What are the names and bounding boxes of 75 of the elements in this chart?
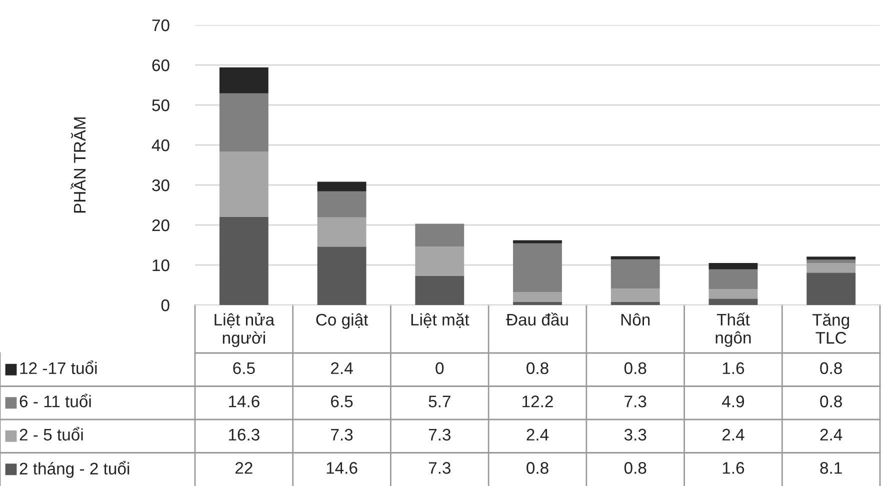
data-label: 8.1	[820, 462, 842, 474]
bar	[415, 246, 464, 276]
bar	[708, 298, 758, 305]
bar	[806, 260, 856, 263]
bar	[806, 256, 856, 260]
y-tick-label: 30	[152, 179, 170, 192]
data-label: 4.9	[722, 396, 744, 408]
legend-label: 2 tháng - 2 tuổi	[20, 460, 130, 478]
bar	[806, 272, 856, 305]
y-axis-title: PHẦN TRĂM	[70, 117, 86, 213]
bar	[708, 263, 758, 270]
bar	[708, 289, 758, 299]
bar	[610, 302, 660, 305]
bar	[513, 292, 562, 302]
data-label: 12.2	[522, 396, 553, 408]
data-label: 7.3	[428, 428, 450, 441]
data-label: 1.6	[722, 362, 744, 374]
y-tick-label: 60	[152, 59, 170, 72]
x-tick-label: Tăng TLC	[812, 313, 849, 344]
bar	[806, 263, 856, 273]
x-tick-label: Nôn	[621, 313, 650, 326]
data-label: 3.3	[624, 428, 646, 441]
data-label: 7.3	[331, 428, 353, 441]
data-label: 0.8	[820, 362, 842, 374]
data-label: 0.8	[820, 396, 842, 408]
data-label: 6.5	[331, 396, 353, 408]
data-label: 7.3	[624, 396, 646, 408]
bar	[513, 243, 562, 292]
y-tick-label: 50	[152, 99, 170, 112]
data-label: 5.7	[428, 396, 450, 408]
x-tick-label: Liệt nửa người	[214, 312, 275, 348]
x-tick-label: Co giật	[316, 313, 368, 329]
bar	[708, 269, 758, 289]
data-label: 16.3	[228, 428, 260, 441]
data-label: 1.6	[722, 462, 744, 474]
x-tick-label: Liệt mặt	[411, 313, 470, 328]
bar	[219, 67, 268, 94]
data-label: 0.8	[526, 462, 548, 474]
bar	[317, 182, 366, 192]
data-label: 7.3	[428, 462, 450, 474]
legend-label: 6 - 11 tuổi	[20, 394, 91, 408]
y-tick-label: 20	[152, 219, 170, 232]
data-label: 6.5	[233, 362, 255, 374]
y-tick-label: 0	[161, 299, 170, 312]
data-label: 0.8	[624, 362, 646, 374]
bar	[415, 224, 464, 247]
bar	[513, 302, 562, 305]
data-label: 2.4	[526, 428, 549, 440]
data-label: 2.4	[722, 428, 744, 440]
bar	[415, 276, 464, 305]
y-tick-label: 10	[152, 259, 170, 272]
bar	[610, 288, 660, 302]
bar	[513, 240, 562, 244]
bar	[219, 93, 268, 152]
data-label: 0	[436, 362, 444, 374]
bar	[219, 217, 268, 305]
data-label: 0.8	[526, 362, 548, 374]
bar	[219, 152, 268, 217]
data-label: 14.6	[326, 462, 358, 474]
bar	[317, 246, 366, 305]
bar	[317, 191, 366, 218]
x-tick-label: Đau đầu	[506, 312, 568, 326]
data-label: 14.6	[228, 396, 260, 408]
legend-label: 2 - 5 tuổi	[20, 426, 83, 441]
data-label: 2.4	[331, 362, 353, 374]
y-tick-label: 40	[152, 139, 170, 152]
legend-label: 12 -17 tuổi	[20, 360, 97, 374]
y-tick-label: 70	[152, 19, 170, 32]
x-tick-label: Thất ngôn	[716, 312, 751, 347]
data-label: 0.8	[624, 462, 646, 474]
data-label: 2.4	[820, 428, 842, 440]
bar	[317, 217, 366, 247]
bar	[610, 256, 660, 260]
data-label: 22	[236, 462, 252, 474]
bar	[610, 259, 660, 289]
